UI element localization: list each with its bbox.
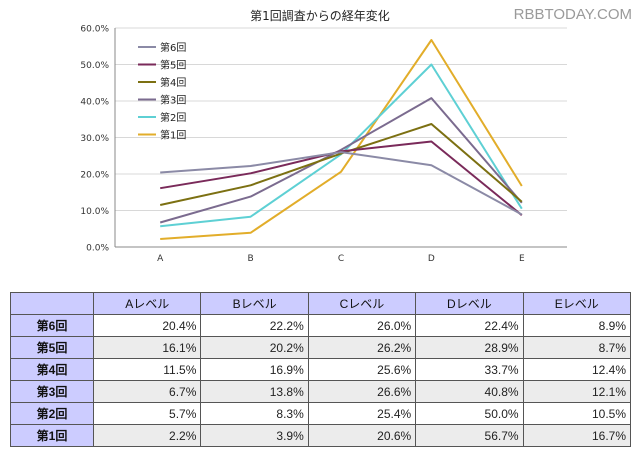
legend-label: 第5回 — [160, 59, 186, 72]
chart-title: 第1回調査からの経年変化 — [250, 8, 390, 23]
table-cell: 13.8% — [200, 380, 309, 403]
y-tick-label: 40.0% — [80, 98, 109, 108]
table-cell: 8.3% — [200, 402, 309, 425]
y-tick-label: 0.0% — [86, 244, 109, 254]
series-line — [159, 123, 523, 206]
series-line — [160, 151, 523, 216]
table-row: 第5回 16.1% 20.2% 26.2% 28.9% 8.7% — [10, 336, 632, 359]
table-cell: 56.7% — [415, 424, 524, 447]
row-header: 第4回 — [10, 358, 94, 381]
column-header: Dレベル — [415, 292, 524, 315]
watermark: RBBTODAY.COM — [513, 6, 632, 23]
table-cell: 33.7% — [415, 358, 524, 381]
table-cell: 3.9% — [200, 424, 309, 447]
table-cell: 22.2% — [200, 314, 309, 337]
y-tick-label: 10.0% — [80, 207, 109, 217]
column-header: Cレベル — [307, 292, 417, 315]
x-tick-label: D — [428, 254, 435, 264]
table-cell: 26.2% — [307, 336, 417, 359]
table-row: 第1回 2.2% 3.9% 20.6% 56.7% 16.7% — [10, 424, 632, 447]
column-header: Eレベル — [522, 292, 632, 315]
x-tick-label: C — [338, 254, 344, 264]
row-header: 第1回 — [10, 424, 94, 447]
row-header: 第5回 — [10, 336, 94, 359]
legend-label: 第4回 — [160, 76, 186, 89]
y-tick-label: 60.0% — [80, 25, 109, 35]
table-cell: 10.5% — [522, 402, 632, 425]
series-lines — [159, 39, 523, 240]
series-line — [159, 97, 523, 224]
y-tick-label: 20.0% — [80, 171, 109, 181]
table-cell: 16.9% — [200, 358, 309, 381]
table-corner-cell — [10, 292, 94, 315]
column-header: Bレベル — [200, 292, 309, 315]
table-cell: 16.7% — [522, 424, 632, 447]
table-cell: 25.4% — [307, 402, 417, 425]
legend-label: 第2回 — [160, 111, 186, 124]
table-row: 第6回 20.4% 22.2% 26.0% 22.4% 8.9% — [10, 314, 632, 337]
table-cell: 16.1% — [92, 336, 202, 359]
table-cell: 8.7% — [522, 336, 632, 359]
table-cell: 28.9% — [415, 336, 524, 359]
data-table: Aレベル Bレベル Cレベル Dレベル Eレベル 第6回 20.4% 22.2%… — [10, 292, 632, 447]
table-cell: 2.2% — [92, 424, 202, 447]
table-cell: 11.5% — [92, 358, 202, 381]
table-header-row: Aレベル Bレベル Cレベル Dレベル Eレベル — [10, 292, 632, 315]
table-cell: 20.6% — [307, 424, 417, 447]
table-cell: 12.4% — [522, 358, 632, 381]
table-cell: 26.0% — [307, 314, 417, 337]
line-chart: 第1回調査からの経年変化 0.0% 10.0% 20.0% 30.0% 40.0% 50.… — [80, 8, 567, 264]
legend-label: 第6回 — [160, 41, 186, 54]
table-row: 第2回 5.7% 8.3% 25.4% 50.0% 10.5% — [10, 402, 632, 425]
x-tick-label: B — [248, 254, 254, 264]
row-header: 第2回 — [10, 402, 94, 425]
table-cell: 20.2% — [200, 336, 309, 359]
row-header: 第3回 — [10, 380, 94, 403]
table-cell: 12.1% — [522, 380, 632, 403]
table-row: 第3回 6.7% 13.8% 26.6% 40.8% 12.1% — [10, 380, 632, 403]
legend-label: 第3回 — [160, 94, 186, 107]
table-cell: 26.6% — [307, 380, 417, 403]
table-cell: 8.9% — [522, 314, 632, 337]
table-cell: 22.4% — [415, 314, 524, 337]
series-line — [160, 63, 523, 228]
y-tick-label: 30.0% — [80, 134, 109, 144]
table-cell: 20.4% — [92, 314, 202, 337]
x-tick-label: A — [157, 254, 164, 264]
row-header: 第6回 — [10, 314, 94, 337]
table-cell: 50.0% — [415, 402, 524, 425]
table-cell: 6.7% — [92, 380, 202, 403]
table-row: 第4回 11.5% 16.9% 25.6% 33.7% 12.4% — [10, 358, 632, 381]
series-line — [160, 39, 523, 240]
x-tick-label: E — [519, 254, 525, 264]
y-tick-label: 50.0% — [80, 61, 109, 71]
legend-label: 第1回 — [160, 129, 186, 142]
axes: 0.0% 10.0% 20.0% 30.0% 40.0% 50.0% 60.0% A B C D E — [80, 25, 567, 264]
table-cell: 40.8% — [415, 380, 524, 403]
table-cell: 25.6% — [307, 358, 417, 381]
column-header: Aレベル — [92, 292, 202, 315]
table-cell: 5.7% — [92, 402, 202, 425]
